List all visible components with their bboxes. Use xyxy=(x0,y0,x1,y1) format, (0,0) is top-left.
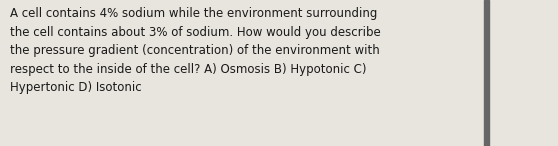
Text: A cell contains 4% sodium while the environment surrounding
the cell contains ab: A cell contains 4% sodium while the envi… xyxy=(10,7,381,94)
